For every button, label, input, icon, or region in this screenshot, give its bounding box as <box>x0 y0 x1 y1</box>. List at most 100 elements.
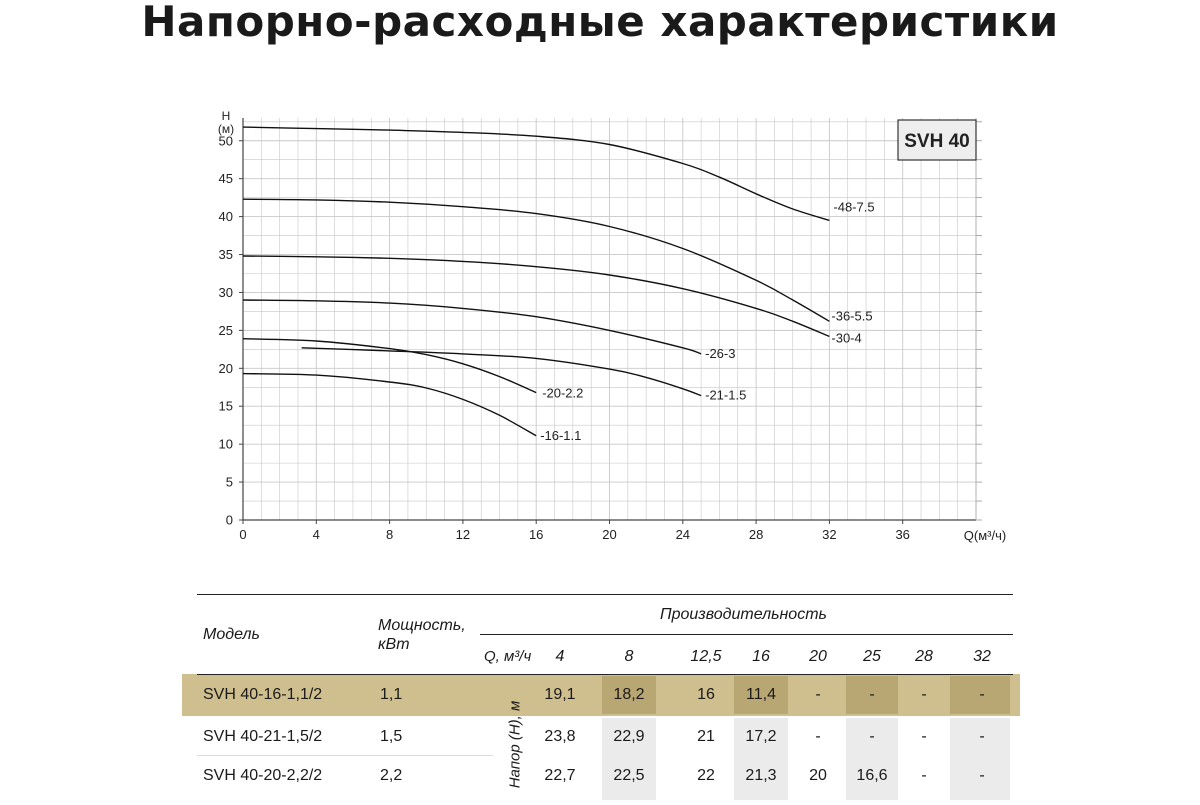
header-performance: Производительность <box>660 606 827 623</box>
header-q-label: Q, м³/ч <box>484 648 532 665</box>
series-curve <box>242 255 830 338</box>
chart-badge: SVH 40 <box>897 119 977 161</box>
series-curve <box>242 126 830 222</box>
y-tick-label: 45 <box>219 171 233 186</box>
y-tick-label: 10 <box>219 437 233 452</box>
x-tick-label: 12 <box>456 527 470 542</box>
y-axis-label: H <box>222 109 231 123</box>
chart-curves <box>242 126 830 437</box>
row-head-value: - <box>979 728 985 745</box>
series-label: -21-1.5 <box>705 388 746 403</box>
q-value-header: 8 <box>624 648 634 665</box>
table-rule <box>197 755 493 756</box>
row-head-value: - <box>979 767 985 784</box>
table-rule <box>197 674 1013 675</box>
y-tick-label: 40 <box>219 209 233 224</box>
y-tick-label: 0 <box>226 513 233 528</box>
q-value-header: 12,5 <box>690 648 722 665</box>
y-tick-label: 20 <box>219 361 233 376</box>
x-tick-label: 36 <box>895 527 909 542</box>
series-label: -16-1.1 <box>540 428 581 443</box>
row-head-value: 21 <box>697 728 715 745</box>
table-rule <box>480 634 1013 635</box>
row-head-value: - <box>921 728 927 745</box>
series-curve <box>242 372 537 437</box>
x-tick-label: 0 <box>239 527 246 542</box>
y-tick-label: 15 <box>219 399 233 414</box>
row-head-value: - <box>815 686 821 703</box>
header-model: Модель <box>203 626 260 643</box>
row-head-value: - <box>869 686 875 703</box>
row-head-value: - <box>921 686 927 703</box>
row-head-value: - <box>869 728 875 745</box>
series-label: -36-5.5 <box>831 308 872 323</box>
col-shade <box>846 718 898 800</box>
x-axis-label: Q(м³/ч) <box>964 528 1006 543</box>
series-label: -26-3 <box>705 346 735 361</box>
header-power-2: кВт <box>378 636 410 653</box>
row-head-value: 23,8 <box>544 728 576 745</box>
row-head-value: 22 <box>697 767 715 784</box>
x-tick-label: 8 <box>386 527 393 542</box>
page-title: Напорно-расходные характеристики <box>141 0 1059 46</box>
col-shade <box>602 676 656 714</box>
col-shade <box>950 718 1010 800</box>
series-label: -20-2.2 <box>542 386 583 401</box>
y-tick-label: 35 <box>219 247 233 262</box>
x-tick-label: 32 <box>822 527 836 542</box>
row-head-value: - <box>815 728 821 745</box>
x-tick-label: 28 <box>749 527 763 542</box>
row-head-value: 22,5 <box>613 767 645 784</box>
col-shade <box>950 676 1010 714</box>
row-power: 2,2 <box>380 767 403 784</box>
row-head-value: 16,6 <box>856 767 888 784</box>
col-shade <box>602 718 656 800</box>
x-tick-label: 20 <box>602 527 616 542</box>
row-head-value: 16 <box>697 686 715 703</box>
q-value-header: 32 <box>973 648 991 665</box>
series-curve <box>242 198 830 322</box>
series-curve <box>242 338 537 394</box>
header-head-label: Напор (H), м <box>506 700 524 789</box>
row-head-value: 20 <box>809 767 827 784</box>
y-tick-label: 5 <box>226 475 233 490</box>
row-head-value: 19,1 <box>544 686 576 703</box>
row-model: SVH 40-20-2,2/2 <box>203 767 323 784</box>
row-head-value: - <box>921 767 927 784</box>
x-tick-label: 24 <box>676 527 690 542</box>
row-model: SVH 40-16-1,1/2 <box>203 686 323 703</box>
x-tick-label: 16 <box>529 527 543 542</box>
series-label: -30-4 <box>831 330 861 345</box>
header-power-1: Мощность, <box>378 617 466 634</box>
y-tick-label: 25 <box>219 323 233 338</box>
row-head-value: 18,2 <box>613 686 645 703</box>
q-value-header: 16 <box>752 648 770 665</box>
col-shade <box>734 718 788 800</box>
row-power: 1,1 <box>380 686 403 703</box>
q-value-header: 25 <box>863 648 881 665</box>
row-head-value: 22,9 <box>613 728 645 745</box>
table-rule <box>197 594 1013 595</box>
pump-curve-chart: 0 4 8 12 16 20 24 28 32 36 0 5 10 15 20 25 30 35 40 45 50 -4… <box>218 109 1006 543</box>
row-head-value: 11,4 <box>746 686 776 703</box>
row-head-value: 22,7 <box>544 767 576 784</box>
x-tick-label: 4 <box>313 527 320 542</box>
y-axis-unit: (м) <box>218 122 234 136</box>
series-label: -48-7.5 <box>833 199 874 214</box>
y-tick-label: 30 <box>219 285 233 300</box>
chart-series-labels: -48-7.5 -36-5.5 -30-4 -26-3 -21-1.5 -20-2.2 -1… <box>540 199 874 442</box>
col-shade <box>734 676 788 714</box>
series-curve <box>242 299 702 355</box>
row-model: SVH 40-21-1,5/2 <box>203 728 323 745</box>
q-value-header: 28 <box>915 648 933 665</box>
row-head-value: 21,3 <box>745 767 777 784</box>
q-value-header: 4 <box>555 648 565 665</box>
row-head-value: 17,2 <box>745 728 777 745</box>
row-power: 1,5 <box>380 728 403 745</box>
badge-label: SVH 40 <box>904 131 969 152</box>
series-curve <box>301 347 702 397</box>
row-head-value: - <box>979 686 985 703</box>
col-shade <box>846 676 898 714</box>
y-tick-label: 50 <box>219 133 233 148</box>
q-value-header: 20 <box>809 648 827 665</box>
